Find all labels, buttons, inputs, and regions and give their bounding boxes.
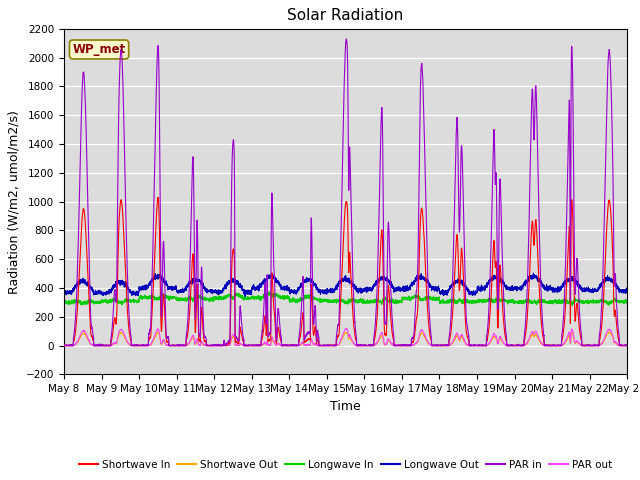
Text: WP_met: WP_met (72, 43, 125, 56)
X-axis label: Time: Time (330, 400, 361, 413)
Title: Solar Radiation: Solar Radiation (287, 9, 404, 24)
Legend: Shortwave In, Shortwave Out, Longwave In, Longwave Out, PAR in, PAR out: Shortwave In, Shortwave Out, Longwave In… (75, 456, 616, 474)
Y-axis label: Radiation (W/m2, umol/m2/s): Radiation (W/m2, umol/m2/s) (7, 109, 20, 294)
